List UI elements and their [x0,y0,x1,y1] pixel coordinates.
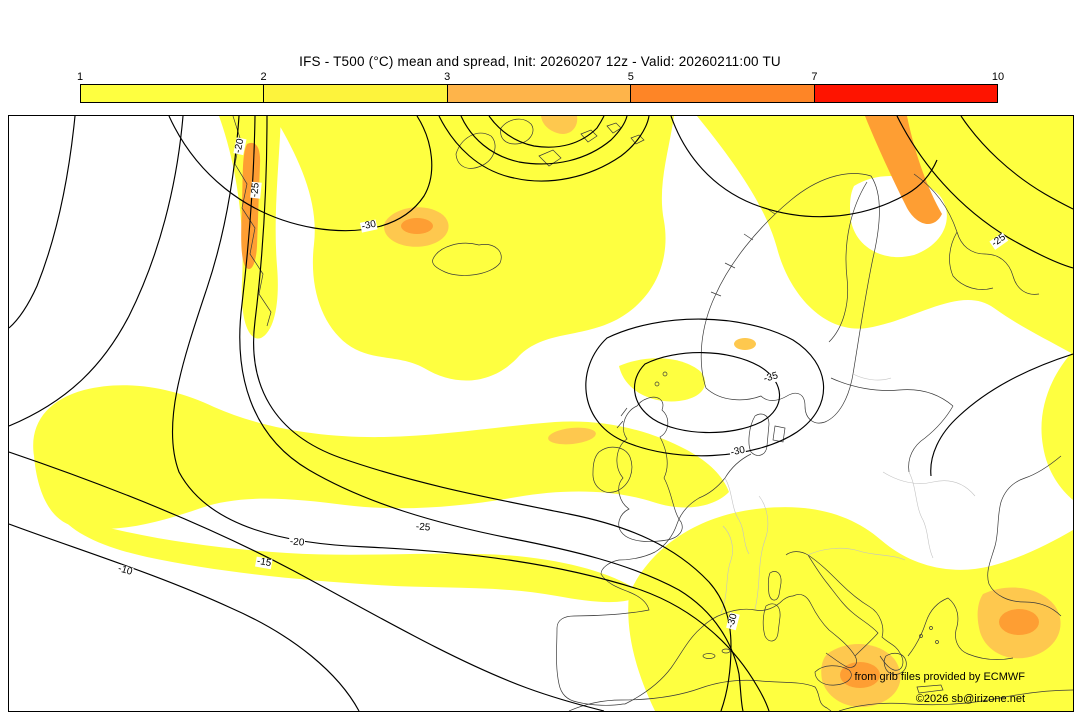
balkan-coast [807,554,904,671]
contour-label: -30 [359,218,379,233]
colorbar-tick: 1 [76,71,84,83]
attribution-ecmwf: from grib files provided by ECMWF [854,671,1025,683]
colorbar-tick: 2 [260,71,267,83]
contour-label: -20 [288,536,306,549]
colorbar-segment [447,85,632,102]
contour-minus30-core [585,318,825,457]
country-borders-layer [720,373,976,614]
corsica-coast [767,571,782,601]
greenland-coast [232,116,272,327]
north-africa-coast [568,679,832,711]
aegean-coast [907,597,1014,660]
iceland-coast [432,242,502,276]
colorbar-tick: 5 [627,71,634,83]
attribution-copyright: ©2026 sb@irizone.net [915,693,1025,705]
west-europe-coast [556,453,794,706]
italy-west-coast [792,594,857,668]
contour-label: -35 [761,370,781,385]
contour-label: -10 [115,563,135,579]
sicily-coast [814,665,852,686]
colorbar-segment [81,85,265,102]
contour-minus10 [9,523,360,711]
denmark-coast [748,413,770,456]
contour-minus20 [171,116,770,711]
ireland-coast [592,446,633,493]
contour-label: -30 [725,611,740,631]
colorbar-tick: 7 [811,71,818,83]
contour-label: -20 [232,136,247,156]
colorbar-segment [814,85,998,102]
coastline-layer [232,116,1073,711]
contour-layer [9,116,1073,711]
map-canvas [9,116,1073,711]
contour-label: -25 [249,181,262,199]
scandinavia-coast [700,173,880,424]
black-sea-coast [987,455,1062,617]
colorbar-tick-labels: 1 2 3 5 7 10 [76,71,1004,84]
contour-label: -25 [414,521,432,534]
map-frame: -20 -25 -30 -25 -35 -30 -20 -25 -15 -10 -30 from g… [8,115,1074,712]
contour-minus25 [239,116,744,711]
contour-minus15 [9,451,605,711]
contour-labels-layer: -20 -25 -30 -25 -35 -30 -20 -25 -15 -10 -30 [9,116,1073,711]
spread-colorbar: 1 2 3 5 7 10 [76,71,1004,105]
colorbar-tick: 10 [991,71,1005,83]
italy-adriatic-coast [785,551,879,657]
colorbar-tick: 3 [444,71,451,83]
contour-label: -15 [255,555,273,570]
contour-label: -25 [989,231,1009,250]
svalbard-coast [455,132,496,169]
contour-minus35-core [633,352,781,434]
colorbar-segment [264,85,448,102]
chart-title: IFS - T500 (°C) mean and spread, Init: 2… [299,54,781,69]
sardinia-coast [762,603,781,642]
great-britain-coast [616,396,683,542]
colorbar-segment [631,85,815,102]
spread-shading-layer [33,116,1073,711]
colorbar-gradient-bar [80,84,998,103]
contour-label: -30 [728,444,748,459]
